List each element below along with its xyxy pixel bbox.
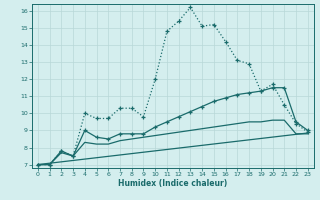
X-axis label: Humidex (Indice chaleur): Humidex (Indice chaleur) — [118, 179, 228, 188]
